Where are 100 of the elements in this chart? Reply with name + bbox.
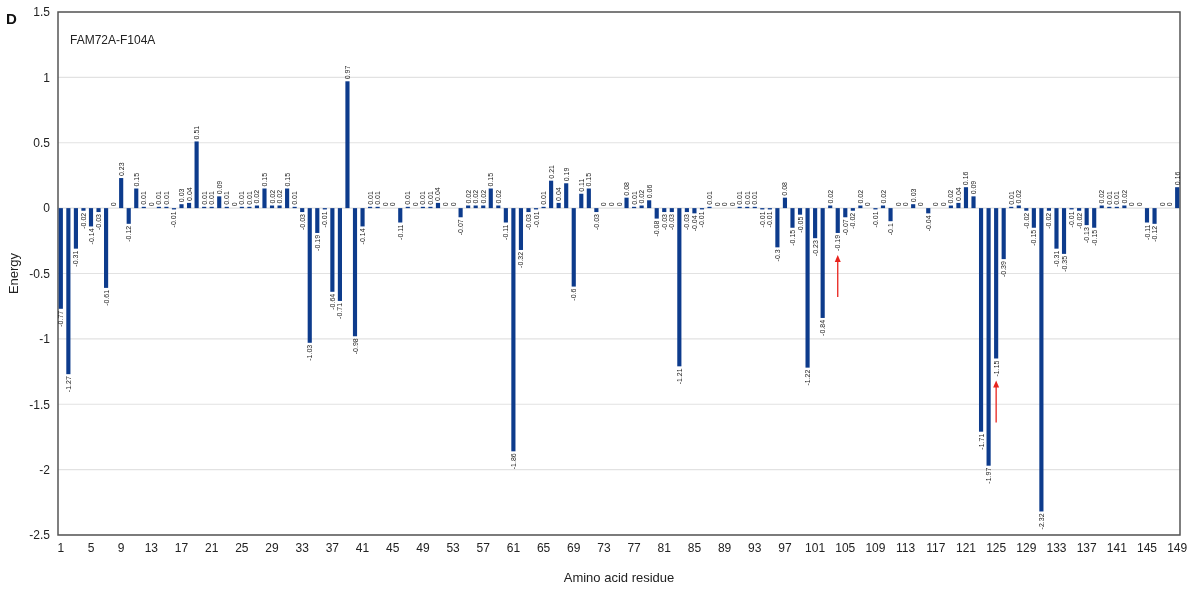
bar — [458, 208, 463, 218]
x-tick-label: 53 — [446, 540, 461, 555]
bar — [217, 196, 222, 209]
bar — [571, 208, 576, 287]
y-tick-label: -1.5 — [29, 397, 51, 412]
x-tick-label: 45 — [386, 540, 400, 555]
x-tick-label: 73 — [597, 540, 611, 555]
x-axis-title: Amino acid residue — [563, 570, 675, 585]
y-tick-label: 1 — [43, 70, 51, 85]
bar — [337, 208, 342, 301]
bar — [835, 208, 840, 233]
x-tick-label: 129 — [1016, 540, 1037, 555]
bar — [300, 208, 305, 213]
bar — [994, 208, 999, 359]
bar — [677, 208, 682, 367]
bar — [1054, 208, 1059, 249]
bar — [352, 208, 358, 337]
bar — [126, 208, 131, 224]
bar — [986, 208, 991, 466]
x-tick-label: 41 — [355, 540, 370, 555]
bar — [1152, 208, 1157, 224]
x-tick-label: 85 — [687, 540, 702, 555]
x-tick-label: 1 — [57, 540, 65, 555]
bar — [1077, 208, 1082, 211]
bar — [285, 188, 290, 209]
x-tick-label: 121 — [955, 540, 977, 555]
x-tick-label: 65 — [536, 540, 551, 555]
bar — [330, 208, 335, 292]
bar — [579, 193, 584, 209]
x-tick-label: 5 — [87, 540, 95, 555]
x-tick-label: 33 — [295, 540, 310, 555]
bar — [194, 141, 199, 209]
bar — [1031, 208, 1036, 228]
text: D — [6, 10, 17, 27]
bar — [488, 188, 493, 209]
x-tick-label: 97 — [778, 540, 792, 555]
bar — [1175, 187, 1180, 209]
x-tick-label: 113 — [896, 540, 916, 555]
y-tick-label: -2.5 — [29, 528, 51, 543]
x-tick-label: 125 — [986, 540, 1007, 555]
bar — [624, 197, 629, 209]
text: FAM72A-F104A — [70, 33, 156, 47]
bar — [782, 197, 788, 209]
y-tick-label: 1.5 — [33, 5, 51, 20]
bar — [1061, 208, 1067, 254]
bar — [503, 208, 508, 223]
bar — [360, 208, 365, 227]
y-tick-label: 0 — [43, 201, 51, 216]
bar — [820, 208, 825, 318]
bar — [88, 208, 94, 227]
bar — [1084, 208, 1089, 226]
bar — [81, 208, 86, 211]
x-tick-label: 9 — [117, 540, 125, 555]
bar — [58, 208, 63, 309]
x-tick-label: 101 — [805, 540, 826, 555]
bar — [594, 208, 599, 213]
bar — [119, 178, 124, 209]
bar — [963, 187, 969, 209]
x-tick-label: 17 — [174, 540, 189, 555]
x-tick-label: 21 — [205, 540, 219, 555]
bar — [526, 208, 531, 213]
bar — [775, 208, 780, 248]
bar — [911, 204, 916, 209]
bar — [179, 204, 184, 209]
bar — [262, 188, 267, 209]
bar — [790, 208, 795, 228]
x-tick-label: 25 — [235, 540, 249, 555]
y-axis-title: Energy — [6, 252, 21, 295]
bar — [805, 208, 810, 368]
bar — [797, 208, 803, 215]
bar — [843, 208, 848, 218]
bar — [564, 183, 569, 209]
bar — [66, 208, 71, 375]
bar — [96, 208, 101, 213]
y-tick-label: -0.5 — [29, 266, 51, 281]
x-tick-label: 89 — [717, 540, 732, 555]
bar — [1001, 208, 1006, 260]
bar — [692, 208, 697, 214]
x-tick-label: 37 — [325, 540, 340, 555]
x-tick-label: 109 — [865, 540, 886, 555]
bar — [1024, 208, 1029, 211]
bar — [435, 202, 441, 209]
bar — [1092, 208, 1097, 228]
bar — [669, 208, 674, 213]
x-tick-label: 81 — [657, 540, 672, 555]
bar — [307, 208, 312, 343]
bar — [1046, 208, 1052, 211]
bar — [813, 208, 818, 239]
x-tick-label: 149 — [1167, 540, 1188, 555]
bar — [971, 196, 976, 209]
bar — [73, 208, 78, 249]
x-tick-label: 49 — [416, 540, 430, 555]
bar — [398, 208, 403, 223]
x-tick-label: 117 — [926, 540, 946, 555]
bar — [926, 208, 931, 214]
x-tick-label: 145 — [1136, 540, 1158, 555]
x-tick-label: 77 — [627, 540, 642, 555]
x-tick-label: 141 — [1106, 540, 1128, 555]
bar — [586, 188, 591, 209]
bar — [1039, 208, 1044, 512]
